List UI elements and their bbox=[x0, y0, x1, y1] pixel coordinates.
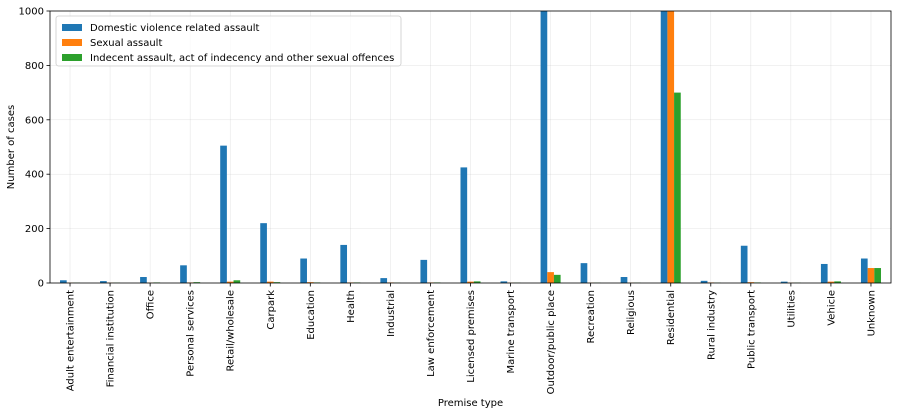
legend-label: Sexual assault bbox=[90, 38, 162, 49]
bar bbox=[420, 259, 428, 283]
bar bbox=[60, 280, 67, 283]
bar bbox=[827, 281, 835, 283]
y-axis: 0 200 400 600 800 1000 bbox=[19, 7, 50, 290]
bars bbox=[60, 11, 881, 283]
y-tick-label: 600 bbox=[25, 115, 44, 126]
bar bbox=[780, 281, 788, 283]
bar bbox=[100, 281, 107, 283]
bar bbox=[747, 282, 755, 283]
y-tick-label: 400 bbox=[25, 170, 44, 181]
legend-swatch bbox=[62, 24, 82, 31]
x-tick-label: Carpark bbox=[266, 290, 277, 330]
bar bbox=[820, 263, 828, 283]
x-tick-label: Financial institution bbox=[106, 290, 117, 387]
y-tick-label: 1000 bbox=[19, 7, 44, 18]
x-tick-label: Law enforcement bbox=[426, 290, 437, 377]
bar bbox=[660, 11, 668, 283]
bar bbox=[547, 272, 554, 283]
bar bbox=[874, 268, 881, 283]
x-tick-label: Licensed premises bbox=[466, 290, 477, 383]
bar bbox=[340, 244, 348, 283]
legend-swatch bbox=[62, 39, 82, 46]
x-tick-label: Utilities bbox=[786, 290, 797, 328]
legend-swatch bbox=[62, 54, 82, 61]
x-tick-label: Marine transport bbox=[506, 290, 517, 374]
bar bbox=[740, 245, 748, 283]
bar bbox=[220, 145, 227, 283]
x-tick-label: Education bbox=[306, 290, 317, 340]
x-tick-label: Religious bbox=[626, 290, 637, 335]
x-tick-label: Retail/wholesale bbox=[226, 290, 237, 371]
legend-label: Domestic violence related assault bbox=[90, 23, 260, 34]
bar bbox=[260, 223, 267, 283]
bar bbox=[233, 280, 241, 283]
y-tick-label: 0 bbox=[38, 279, 44, 290]
legend-box bbox=[55, 15, 402, 67]
bar bbox=[273, 282, 281, 283]
x-tick-label: Rural industry bbox=[706, 290, 717, 360]
bar bbox=[700, 280, 708, 283]
bar bbox=[667, 11, 675, 283]
x-tick-label: Health bbox=[346, 290, 357, 323]
x-tick-label: Recreation bbox=[586, 290, 597, 343]
x-tick-label: Residential bbox=[666, 290, 677, 345]
bar bbox=[674, 92, 681, 283]
bar bbox=[193, 282, 201, 283]
x-axis: Adult entertainment Financial institution… bbox=[66, 283, 877, 394]
bar bbox=[380, 278, 388, 283]
bar bbox=[226, 281, 234, 283]
bar bbox=[460, 167, 468, 283]
bar bbox=[834, 281, 841, 283]
x-axis-label: Premise type bbox=[438, 398, 503, 409]
bar bbox=[620, 277, 628, 283]
bar bbox=[540, 11, 548, 283]
bar bbox=[300, 258, 307, 283]
x-tick-label: Adult entertainment bbox=[66, 290, 77, 391]
bar bbox=[500, 281, 508, 283]
y-tick-label: 800 bbox=[25, 61, 44, 72]
bar bbox=[553, 274, 561, 283]
bar bbox=[580, 263, 588, 283]
x-tick-label: Personal services bbox=[186, 290, 197, 377]
x-tick-label: Vehicle bbox=[826, 290, 837, 326]
y-tick-label: 200 bbox=[25, 224, 44, 235]
bar bbox=[473, 281, 481, 283]
x-tick-label: Unknown bbox=[866, 290, 877, 336]
bar bbox=[860, 258, 868, 283]
bar bbox=[266, 281, 274, 283]
bar bbox=[180, 265, 187, 283]
y-axis-label: Number of cases bbox=[6, 105, 17, 189]
x-tick-label: Outdoor/public place bbox=[546, 290, 557, 394]
x-tick-label: Industrial bbox=[386, 290, 397, 337]
bar bbox=[867, 268, 875, 283]
legend: Domestic violence related assault Sexual … bbox=[55, 15, 402, 67]
x-tick-label: Office bbox=[146, 290, 157, 319]
bar bbox=[467, 281, 474, 283]
bar bbox=[306, 282, 314, 283]
x-tick-label: Public transport bbox=[746, 290, 757, 369]
bar bbox=[140, 277, 147, 283]
legend-label: Indecent assault, act of indecency and o… bbox=[90, 53, 394, 64]
